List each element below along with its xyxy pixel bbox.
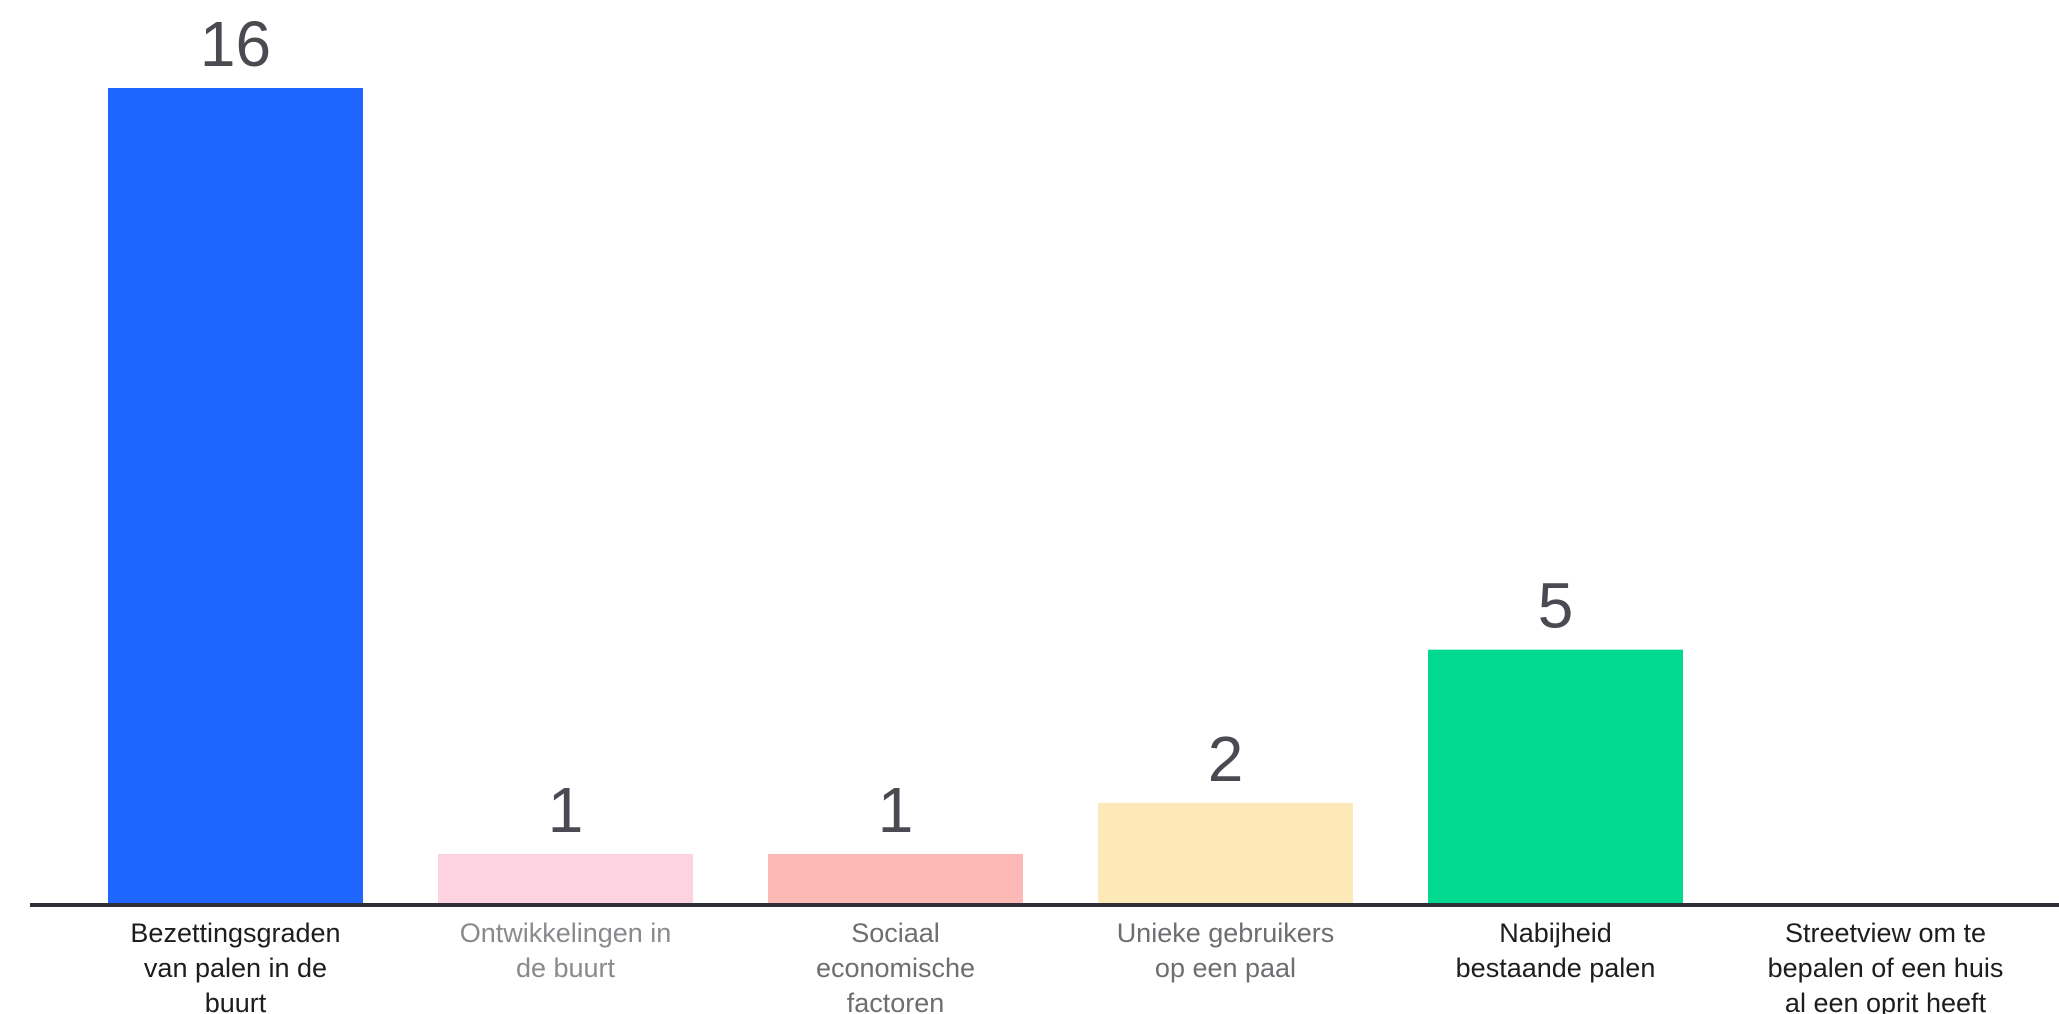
category-label-5: Nabijheid bestaande palen bbox=[1456, 918, 1656, 983]
bar-value-label-3: 1 bbox=[878, 774, 914, 846]
category-label-1: Bezettingsgraden van palen in de buurt bbox=[130, 918, 340, 1014]
bar-value-label-1: 16 bbox=[200, 8, 271, 80]
category-label-2: Ontwikkelingen in de buurt bbox=[460, 918, 672, 983]
bar-1 bbox=[108, 88, 363, 905]
bar-2 bbox=[438, 853, 693, 905]
bar-value-label-2: 1 bbox=[548, 774, 584, 846]
bar-3 bbox=[768, 853, 1023, 905]
bar-value-label-4: 2 bbox=[1208, 723, 1244, 795]
category-label-6: Streetview om te bepalen of een huis al ee… bbox=[1768, 918, 2004, 1014]
category-label-3: Sociaal economische factoren bbox=[816, 918, 975, 1014]
category-label-4: Unieke gebruikers op een paal bbox=[1117, 918, 1335, 983]
bar-4 bbox=[1098, 802, 1353, 905]
bar-value-label-5: 5 bbox=[1538, 570, 1574, 642]
bar-5 bbox=[1428, 649, 1683, 905]
